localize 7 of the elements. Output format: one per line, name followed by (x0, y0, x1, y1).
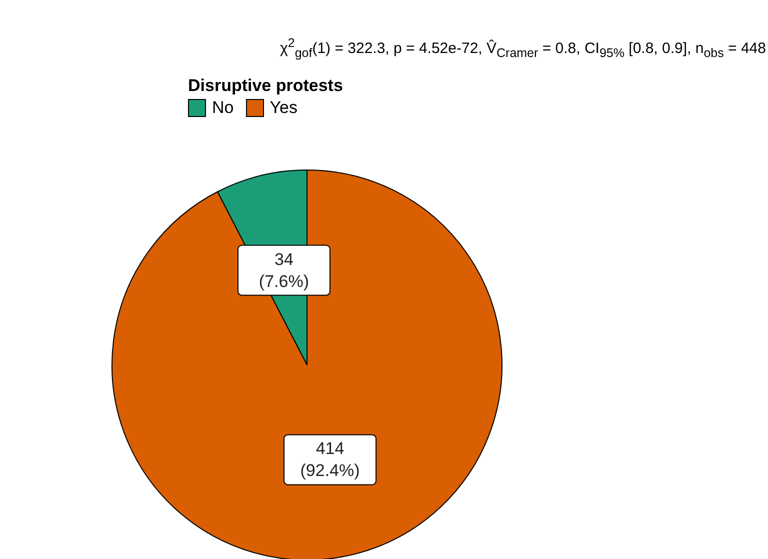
pie-slice (112, 170, 502, 559)
chart-title: χ$^{2}$$_{gof}$(1) = 322.3, p = 4.52e-72, V̂$_{Cramer}$ = 0.8, CI$_{95%}$ [0.8, 0.9], n$_{obs}$ = 448 (280, 36, 766, 60)
legend-title: Disruptive protests (188, 76, 343, 96)
data-label: 34 (7.6%) (258, 250, 310, 291)
legend-label: No (211, 98, 234, 118)
data-label: 414 (92.4%) (300, 439, 360, 480)
legend-label: Yes (268, 98, 298, 118)
